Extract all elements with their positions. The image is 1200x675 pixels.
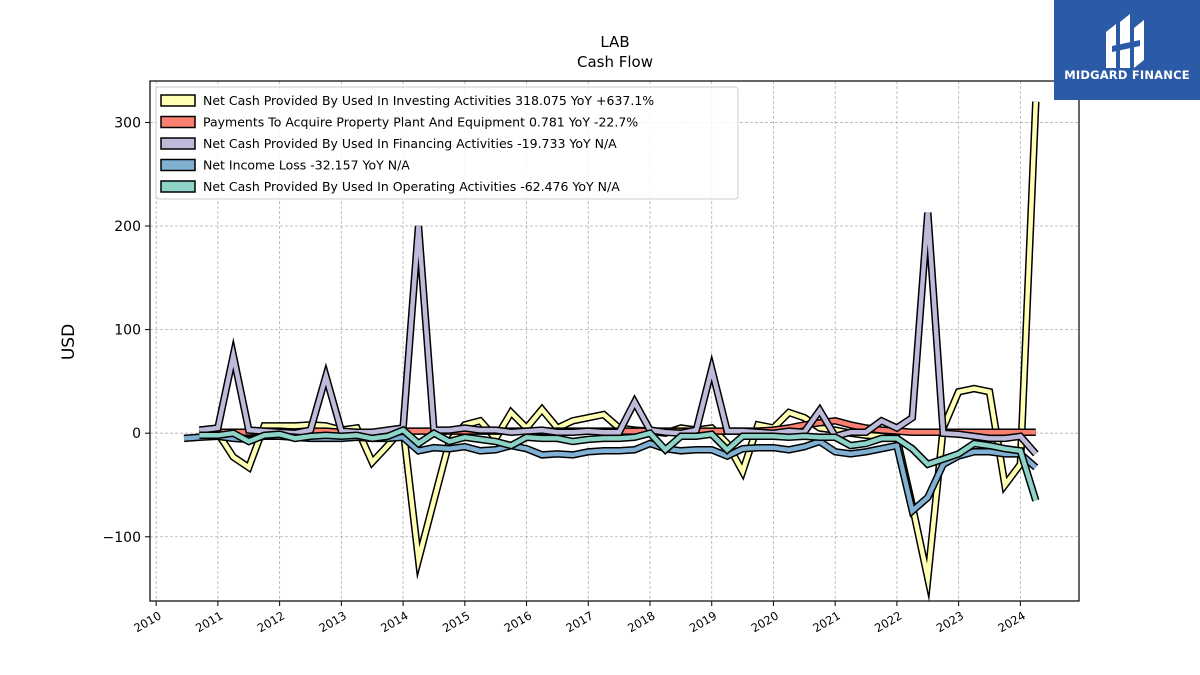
- x-tick-label: 2022: [872, 608, 904, 635]
- x-tick-label: 2023: [934, 608, 966, 635]
- x-tick-label: 2013: [316, 608, 348, 635]
- y-tick-label: −100: [103, 530, 141, 546]
- y-tick-label: 0: [132, 426, 141, 442]
- legend-swatch: [160, 115, 196, 129]
- x-tick-label: 2014: [378, 608, 410, 635]
- chart-subtitle: Cash Flow: [577, 53, 653, 71]
- x-tick-label: 2024: [996, 608, 1028, 635]
- legend-entry: Net Cash Provided By Used In Operating A…: [203, 179, 620, 194]
- brand-logo: MIDGARD FINANCE: [1054, 0, 1200, 100]
- x-tick-label: 2019: [687, 608, 719, 635]
- x-tick-label: 2016: [502, 608, 534, 635]
- legend: Net Cash Provided By Used In Investing A…: [155, 86, 739, 200]
- legend-entry: Net Cash Provided By Used In Investing A…: [203, 93, 654, 108]
- brand-name: MIDGARD FINANCE: [1064, 68, 1190, 82]
- x-tick-label: 2011: [193, 608, 225, 635]
- legend-entry: Net Income Loss -32.157 YoY N/A: [203, 158, 410, 173]
- x-tick-label: 2010: [131, 608, 163, 635]
- x-tick-label: 2020: [749, 608, 781, 635]
- series-layer: [183, 101, 1040, 603]
- x-tick-label: 2012: [255, 608, 287, 635]
- x-tick-label: 2018: [625, 608, 657, 635]
- legend-entry: Payments To Acquire Property Plant And E…: [203, 115, 638, 130]
- x-tick-label: 2021: [810, 608, 842, 635]
- legend-entry: Net Cash Provided By Used In Financing A…: [203, 136, 617, 151]
- plot-frame: [149, 80, 1080, 602]
- chart-title: LAB: [600, 33, 629, 51]
- y-tick-label: 300: [114, 115, 141, 131]
- series-line-net-cash-provided-by-used-in-operating-activities: [199, 427, 1038, 502]
- y-axis-label: USD: [59, 324, 79, 360]
- y-tick-label: 100: [114, 323, 141, 339]
- legend-swatch: [160, 158, 196, 172]
- legend-swatch: [160, 180, 196, 193]
- x-tick-label: 2015: [440, 608, 472, 635]
- logo-mark-icon: [1106, 14, 1144, 68]
- legend-swatch: [160, 137, 196, 150]
- x-tick-label: 2017: [563, 608, 595, 635]
- y-tick-label: 200: [114, 219, 141, 235]
- series-line-net-cash-provided-by-used-in-financing-activities: [199, 212, 1038, 456]
- legend-box: [155, 86, 739, 200]
- legend-swatch: [160, 94, 196, 107]
